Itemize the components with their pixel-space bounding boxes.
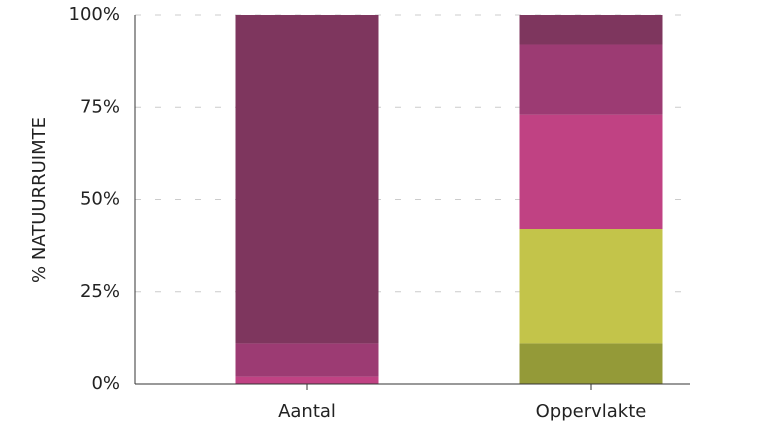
- y-axis-label: % NATUURRUIMTE: [29, 117, 50, 283]
- x-tick-label: Oppervlakte: [536, 401, 647, 422]
- bar-segment: [519, 343, 663, 384]
- y-tick-label: 0%: [91, 373, 120, 394]
- bar-segment: [235, 376, 379, 384]
- x-tick-label: Aantal: [278, 401, 336, 422]
- y-tick-label: 75%: [80, 96, 120, 117]
- bar-segment: [519, 44, 663, 115]
- bar-segment: [235, 15, 379, 344]
- y-tick-label: 25%: [80, 281, 120, 302]
- bar-segment: [519, 15, 663, 45]
- y-tick-label: 100%: [69, 4, 120, 25]
- bar-segment: [519, 114, 663, 230]
- y-tick-label: 50%: [80, 189, 120, 210]
- bar-segment: [235, 343, 379, 377]
- bar-segment: [519, 229, 663, 344]
